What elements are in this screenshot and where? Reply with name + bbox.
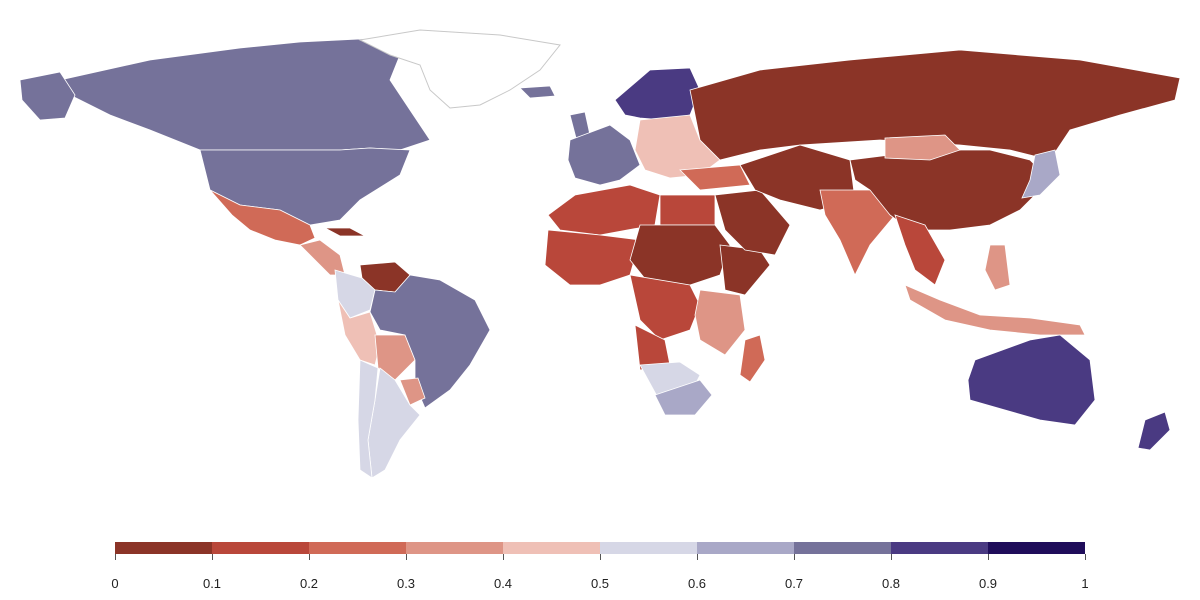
- legend-tick: [890, 554, 892, 560]
- region-mexico: [209, 189, 316, 246]
- region-paraguay: [399, 377, 426, 406]
- world-choropleth-map: [19, 29, 1181, 479]
- region-greenland: [358, 29, 561, 109]
- region-egypt: [659, 194, 716, 226]
- region-cuba: [324, 227, 366, 237]
- legend-tick-label: 0.2: [299, 576, 319, 591]
- legend-swatch-9: [988, 542, 1085, 554]
- region-philippines: [984, 244, 1011, 291]
- legend-tick-label: 0.8: [881, 576, 901, 591]
- color-scale-bar: [115, 542, 1085, 554]
- region-indonesia: [904, 284, 1086, 336]
- legend-tick-label: 0.6: [687, 576, 707, 591]
- legend-swatch-7: [794, 542, 891, 554]
- legend-swatch-6: [697, 542, 794, 554]
- color-scale-ticks: 0 0.1 0.2 0.3 0.4 0.5 0.6 0.7 0.8 0.9 1: [111, 554, 1089, 591]
- region-central-africa: [629, 274, 701, 341]
- legend-tick-label: 0.7: [784, 576, 804, 591]
- region-turkey: [679, 164, 751, 191]
- region-madagascar: [739, 334, 766, 383]
- region-west-africa: [544, 229, 641, 286]
- legend-swatch-8: [891, 542, 988, 554]
- legend-tick-label: 1: [1081, 576, 1089, 591]
- region-mongolia: [884, 134, 961, 161]
- region-australia: [967, 334, 1096, 426]
- legend-tick: [502, 554, 504, 560]
- region-canada: [59, 37, 431, 151]
- legend-tick: [308, 554, 310, 560]
- region-alaska: [19, 71, 76, 121]
- region-south-africa: [654, 379, 713, 416]
- region-scandinavia: [614, 67, 701, 121]
- region-chile: [357, 359, 379, 479]
- legend-tick: [599, 554, 601, 560]
- region-china: [849, 149, 1051, 231]
- legend-swatch-5: [600, 542, 697, 554]
- region-southeast-asia: [894, 214, 946, 286]
- legend-tick-label: 0.3: [396, 576, 416, 591]
- region-iceland: [519, 85, 556, 99]
- region-western-europe: [567, 124, 641, 186]
- legend-tick-label: 0.4: [493, 576, 513, 591]
- legend-tick-label: 0.9: [978, 576, 998, 591]
- legend-tick-label: 0: [111, 576, 119, 591]
- legend-tick: [211, 554, 213, 560]
- region-japan: [1021, 149, 1061, 199]
- region-brazil: [369, 274, 491, 409]
- legend-tick: [405, 554, 407, 560]
- region-sudan-chad: [629, 224, 731, 286]
- region-new-zealand: [1137, 411, 1171, 451]
- legend-tick: [696, 554, 698, 560]
- region-central-america: [299, 239, 346, 276]
- legend-tick: [793, 554, 795, 560]
- legend-swatch-3: [406, 542, 503, 554]
- region-bolivia: [374, 334, 416, 381]
- legend-tick: [1084, 554, 1086, 560]
- legend-swatch-1: [212, 542, 309, 554]
- legend-tick: [114, 554, 116, 560]
- legend-tick-label: 0.5: [590, 576, 610, 591]
- region-east-africa: [694, 289, 746, 356]
- region-north-africa: [547, 184, 661, 236]
- legend-swatch-2: [309, 542, 406, 554]
- legend-swatch-4: [503, 542, 600, 554]
- legend-swatch-0: [115, 542, 212, 554]
- legend-tick-label: 0.1: [202, 576, 222, 591]
- legend-tick: [987, 554, 989, 560]
